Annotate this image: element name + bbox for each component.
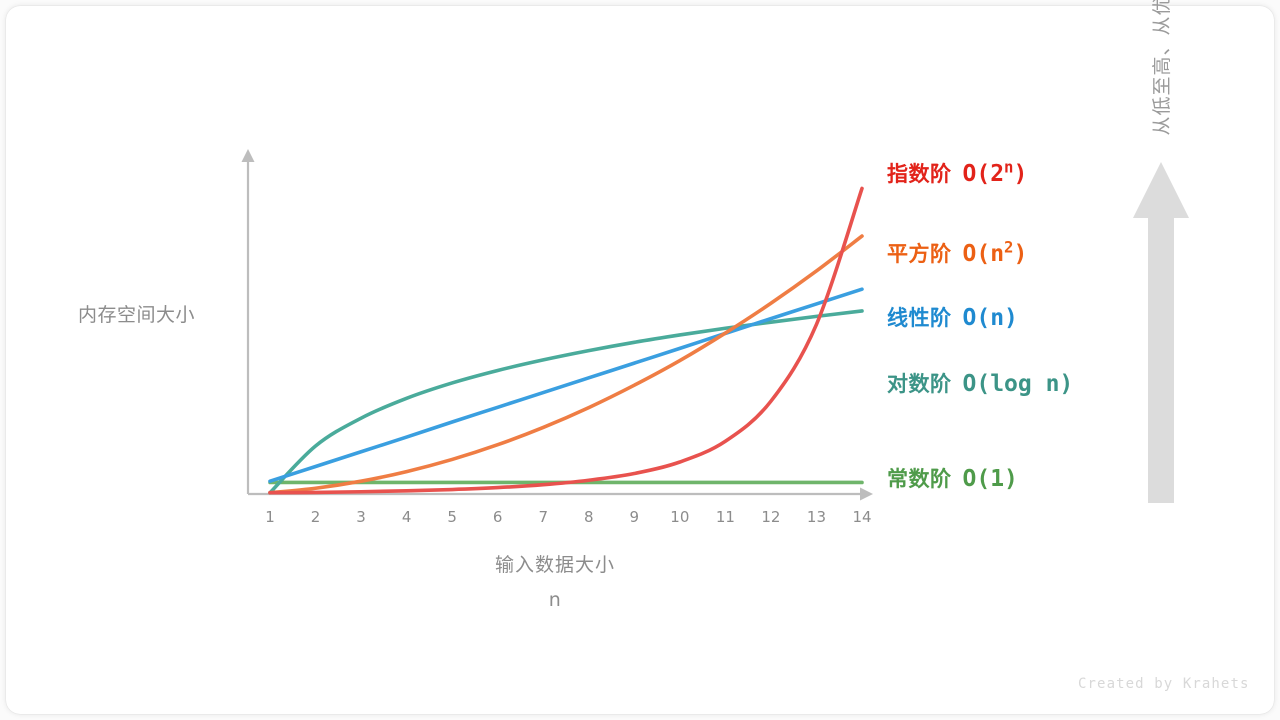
legend-notation: O(n) bbox=[962, 305, 1018, 331]
legend-label-cn: 平方阶 bbox=[887, 242, 952, 266]
legend-label-cn: 常数阶 bbox=[887, 467, 952, 491]
x-tick-label: 8 bbox=[583, 508, 594, 526]
x-tick-label: 6 bbox=[492, 508, 503, 526]
legend-item-2[interactable]: 平方阶 O(n2) bbox=[887, 237, 1028, 267]
y-axis-title: 内存空间大小 bbox=[78, 304, 196, 326]
legend-label-cn: 线性阶 bbox=[887, 306, 952, 330]
x-tick-label: 5 bbox=[447, 508, 457, 526]
legend-label-cn: 对数阶 bbox=[887, 372, 952, 396]
x-tick-label: 7 bbox=[538, 508, 548, 526]
x-tick-label: 10 bbox=[670, 508, 690, 526]
x-axis-variable-label: n bbox=[548, 589, 562, 611]
series-line-o-2-n- bbox=[268, 186, 864, 495]
legend-item-4[interactable]: 对数阶 O(log n) bbox=[887, 373, 1073, 396]
legend-label-cn: 指数阶 bbox=[887, 162, 952, 186]
x-tick-label: 1 bbox=[265, 508, 275, 526]
quality-arrow-icon bbox=[1133, 162, 1189, 503]
x-tick-label: 4 bbox=[401, 508, 412, 526]
x-axis-title: 输入数据大小 bbox=[494, 554, 615, 576]
x-tick-label: 14 bbox=[852, 508, 872, 526]
x-tick-label: 11 bbox=[715, 508, 735, 526]
legend-notation: O(log n) bbox=[962, 371, 1074, 397]
x-tick-label: 13 bbox=[806, 508, 826, 526]
x-tick-label: 12 bbox=[761, 508, 781, 526]
series-line-o-n- bbox=[268, 287, 864, 483]
legend-item-3[interactable]: 线性阶 O(n) bbox=[887, 307, 1018, 330]
legend-notation-exponent: 2 bbox=[1004, 237, 1014, 257]
series-line-o-log-n- bbox=[268, 309, 864, 495]
series-line-o-n-2- bbox=[268, 234, 864, 495]
legend-item-1[interactable]: 指数阶 O(2n) bbox=[887, 157, 1028, 187]
x-tick-label: 2 bbox=[310, 508, 321, 526]
watermark: Created by Krahets bbox=[1078, 676, 1250, 692]
legend-notation: O(n2) bbox=[962, 237, 1028, 267]
legend-notation-exponent: n bbox=[1004, 157, 1014, 177]
series-group bbox=[268, 186, 864, 495]
legend-notation: O(2n) bbox=[962, 157, 1028, 187]
legend-notation: O(1) bbox=[962, 466, 1018, 492]
legend-item-5[interactable]: 常数阶 O(1) bbox=[887, 468, 1018, 491]
x-tick-label: 3 bbox=[356, 508, 366, 526]
x-tick-label: 9 bbox=[629, 508, 640, 526]
